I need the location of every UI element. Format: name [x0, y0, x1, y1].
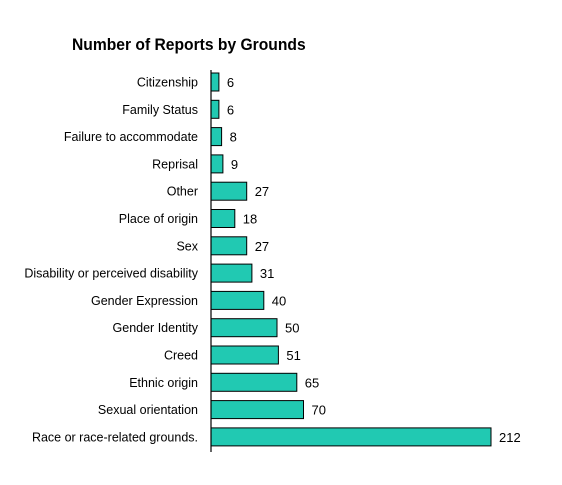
category-label-gender-expression: Gender Expression	[91, 294, 198, 308]
category-label-reprisal: Reprisal	[152, 157, 198, 171]
value-label-sex: 27	[255, 239, 269, 254]
category-label-ethnic-origin: Ethnic origin	[129, 376, 198, 390]
value-label-family-status: 6	[227, 102, 234, 117]
bar-disability-or-perceived-disability	[210, 263, 253, 283]
bar-race-or-race-related-grounds	[210, 427, 492, 447]
value-label-creed: 51	[286, 348, 300, 363]
bar-sexual-orientation	[210, 400, 304, 420]
value-label-reprisal: 9	[231, 157, 238, 172]
value-label-other: 27	[255, 184, 269, 199]
value-label-sexual-orientation: 70	[312, 403, 326, 418]
bar-citizenship	[210, 72, 220, 92]
category-label-creed: Creed	[164, 349, 198, 363]
bar-place-of-origin	[210, 209, 236, 228]
category-label-gender-identity: Gender Identity	[113, 321, 199, 335]
value-label-gender-identity: 50	[285, 321, 299, 336]
value-label-place-of-origin: 18	[243, 212, 257, 227]
category-label-disability-or-perceived-disability: Disability or perceived disability	[24, 267, 198, 281]
category-label-other: Other	[167, 185, 198, 199]
bar-failure-to-accommodate	[210, 127, 223, 147]
value-label-failure-to-accommodate: 8	[230, 130, 237, 145]
category-label-citizenship: Citizenship	[137, 76, 198, 90]
bar-ethnic-origin	[210, 372, 298, 392]
value-label-ethnic-origin: 65	[305, 375, 319, 390]
bar-family-status	[210, 99, 220, 119]
value-label-race-or-race-related-grounds: 212	[499, 430, 521, 445]
value-labels: 6 6 8 9 27 18 27 31 40 50 51 65 70 212	[227, 75, 521, 445]
bar-other	[210, 181, 248, 201]
value-label-citizenship: 6	[227, 75, 234, 90]
bar-reprisal	[210, 154, 224, 174]
bar-gender-identity	[210, 318, 278, 338]
bar-sex	[210, 236, 248, 256]
bars-layer	[210, 72, 492, 447]
bar-gender-expression	[210, 290, 265, 310]
category-label-failure-to-accommodate: Failure to accommodate	[64, 130, 198, 144]
bar-creed	[210, 345, 279, 365]
category-label-race-or-race-related-grounds: Race or race-related grounds.	[32, 430, 198, 444]
category-label-sexual-orientation: Sexual orientation	[98, 403, 198, 417]
chart-title: Number of Reports by Grounds	[72, 35, 306, 54]
category-labels: Citizenship Family Status Failure to accom…	[24, 76, 198, 445]
value-label-disability-or-perceived-disability: 31	[260, 266, 274, 281]
category-label-sex: Sex	[176, 239, 198, 253]
category-label-family-status: Family Status	[122, 103, 198, 117]
category-label-place-of-origin: Place of origin	[119, 212, 198, 226]
value-label-gender-expression: 40	[272, 293, 286, 308]
